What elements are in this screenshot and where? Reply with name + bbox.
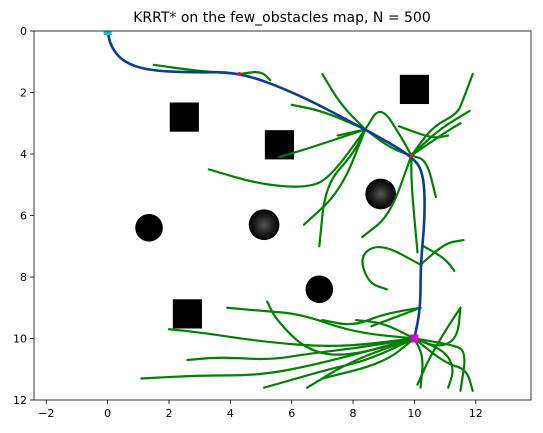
obstacles-layer — [135, 74, 429, 329]
tree-branch-5 — [207, 128, 367, 188]
x-tick-label-6: 10 — [407, 407, 421, 420]
obstacle-square-2 — [399, 74, 429, 105]
tree-branch-1 — [238, 71, 272, 82]
solution-path — [106, 31, 426, 340]
x-tick-label-2: 2 — [165, 407, 172, 420]
tree-branch-8 — [302, 128, 367, 226]
x-tick-label-5: 8 — [350, 407, 357, 420]
y-axis: 0 2 4 6 8 10 12 — [13, 25, 34, 407]
tree-branch-23 — [355, 318, 416, 340]
goal-marker — [410, 334, 419, 343]
tree-branch-6 — [278, 128, 367, 159]
tree-branch-7 — [318, 128, 367, 248]
tree-branch-18 — [361, 245, 422, 291]
tree-branch-21 — [321, 306, 422, 326]
y-tick-label-1: 2 — [20, 87, 27, 100]
y-tick-label-6: 12 — [13, 394, 27, 407]
tree-branch-17 — [410, 154, 419, 254]
tree-branch-27 — [186, 337, 416, 362]
y-tick-label-0: 0 — [20, 25, 27, 38]
tree-branch-26 — [321, 337, 416, 380]
obstacle-circle-1 — [248, 209, 280, 241]
tree-branch-13 — [410, 109, 471, 157]
obstacle-square-3 — [172, 299, 202, 329]
tree-branch-9 — [364, 110, 413, 157]
plot-area — [34, 31, 531, 400]
x-tick-label-1: 0 — [104, 407, 111, 420]
tree-branch-20 — [422, 245, 456, 272]
obstacle-circle-2 — [305, 275, 334, 304]
tree-branch-3 — [290, 103, 367, 131]
tree-branch-36 — [413, 337, 466, 392]
y-tick-label-4: 8 — [20, 271, 27, 284]
tree-branch-19 — [419, 239, 465, 266]
path-layer — [106, 31, 426, 340]
tree-branch-10 — [364, 128, 413, 157]
x-axis: −2 0 2 4 6 8 10 12 — [38, 400, 483, 420]
tree-branch-16 — [361, 154, 413, 239]
waypoint-marker-1 — [409, 153, 414, 158]
tree-branch-24 — [305, 337, 416, 389]
start-marker — [103, 31, 112, 35]
x-tick-label-4: 6 — [288, 407, 295, 420]
tree-layer — [140, 63, 474, 392]
tree-branch-25 — [262, 337, 416, 389]
tree-branch-12 — [410, 72, 474, 157]
tree-branch-28 — [167, 328, 416, 347]
marker-layer — [103, 31, 419, 343]
y-tick-label-5: 10 — [13, 333, 27, 346]
tree-branch-31 — [140, 337, 416, 380]
obstacle-circle-3 — [365, 178, 397, 210]
tree-branch-2 — [321, 72, 367, 131]
tree-branch-22 — [370, 306, 422, 328]
x-tick-label-3: 4 — [227, 407, 234, 420]
x-tick-label-7: 12 — [469, 407, 483, 420]
y-tick-label-3: 6 — [20, 210, 27, 223]
tree-branch-29 — [226, 306, 416, 340]
tree-branch-15 — [410, 154, 437, 199]
obstacle-circle-0 — [135, 213, 163, 242]
tree-branch-34 — [413, 337, 474, 392]
x-tick-label-0: −2 — [38, 407, 54, 420]
y-tick-label-2: 4 — [20, 148, 27, 161]
tree-branch-14 — [410, 122, 462, 157]
waypoint-marker-0 — [237, 72, 242, 77]
chart-title: KRRT* on the few_obstacles map, N = 500 — [133, 10, 431, 26]
obstacle-square-0 — [169, 102, 199, 132]
tree-branch-37 — [416, 306, 462, 386]
